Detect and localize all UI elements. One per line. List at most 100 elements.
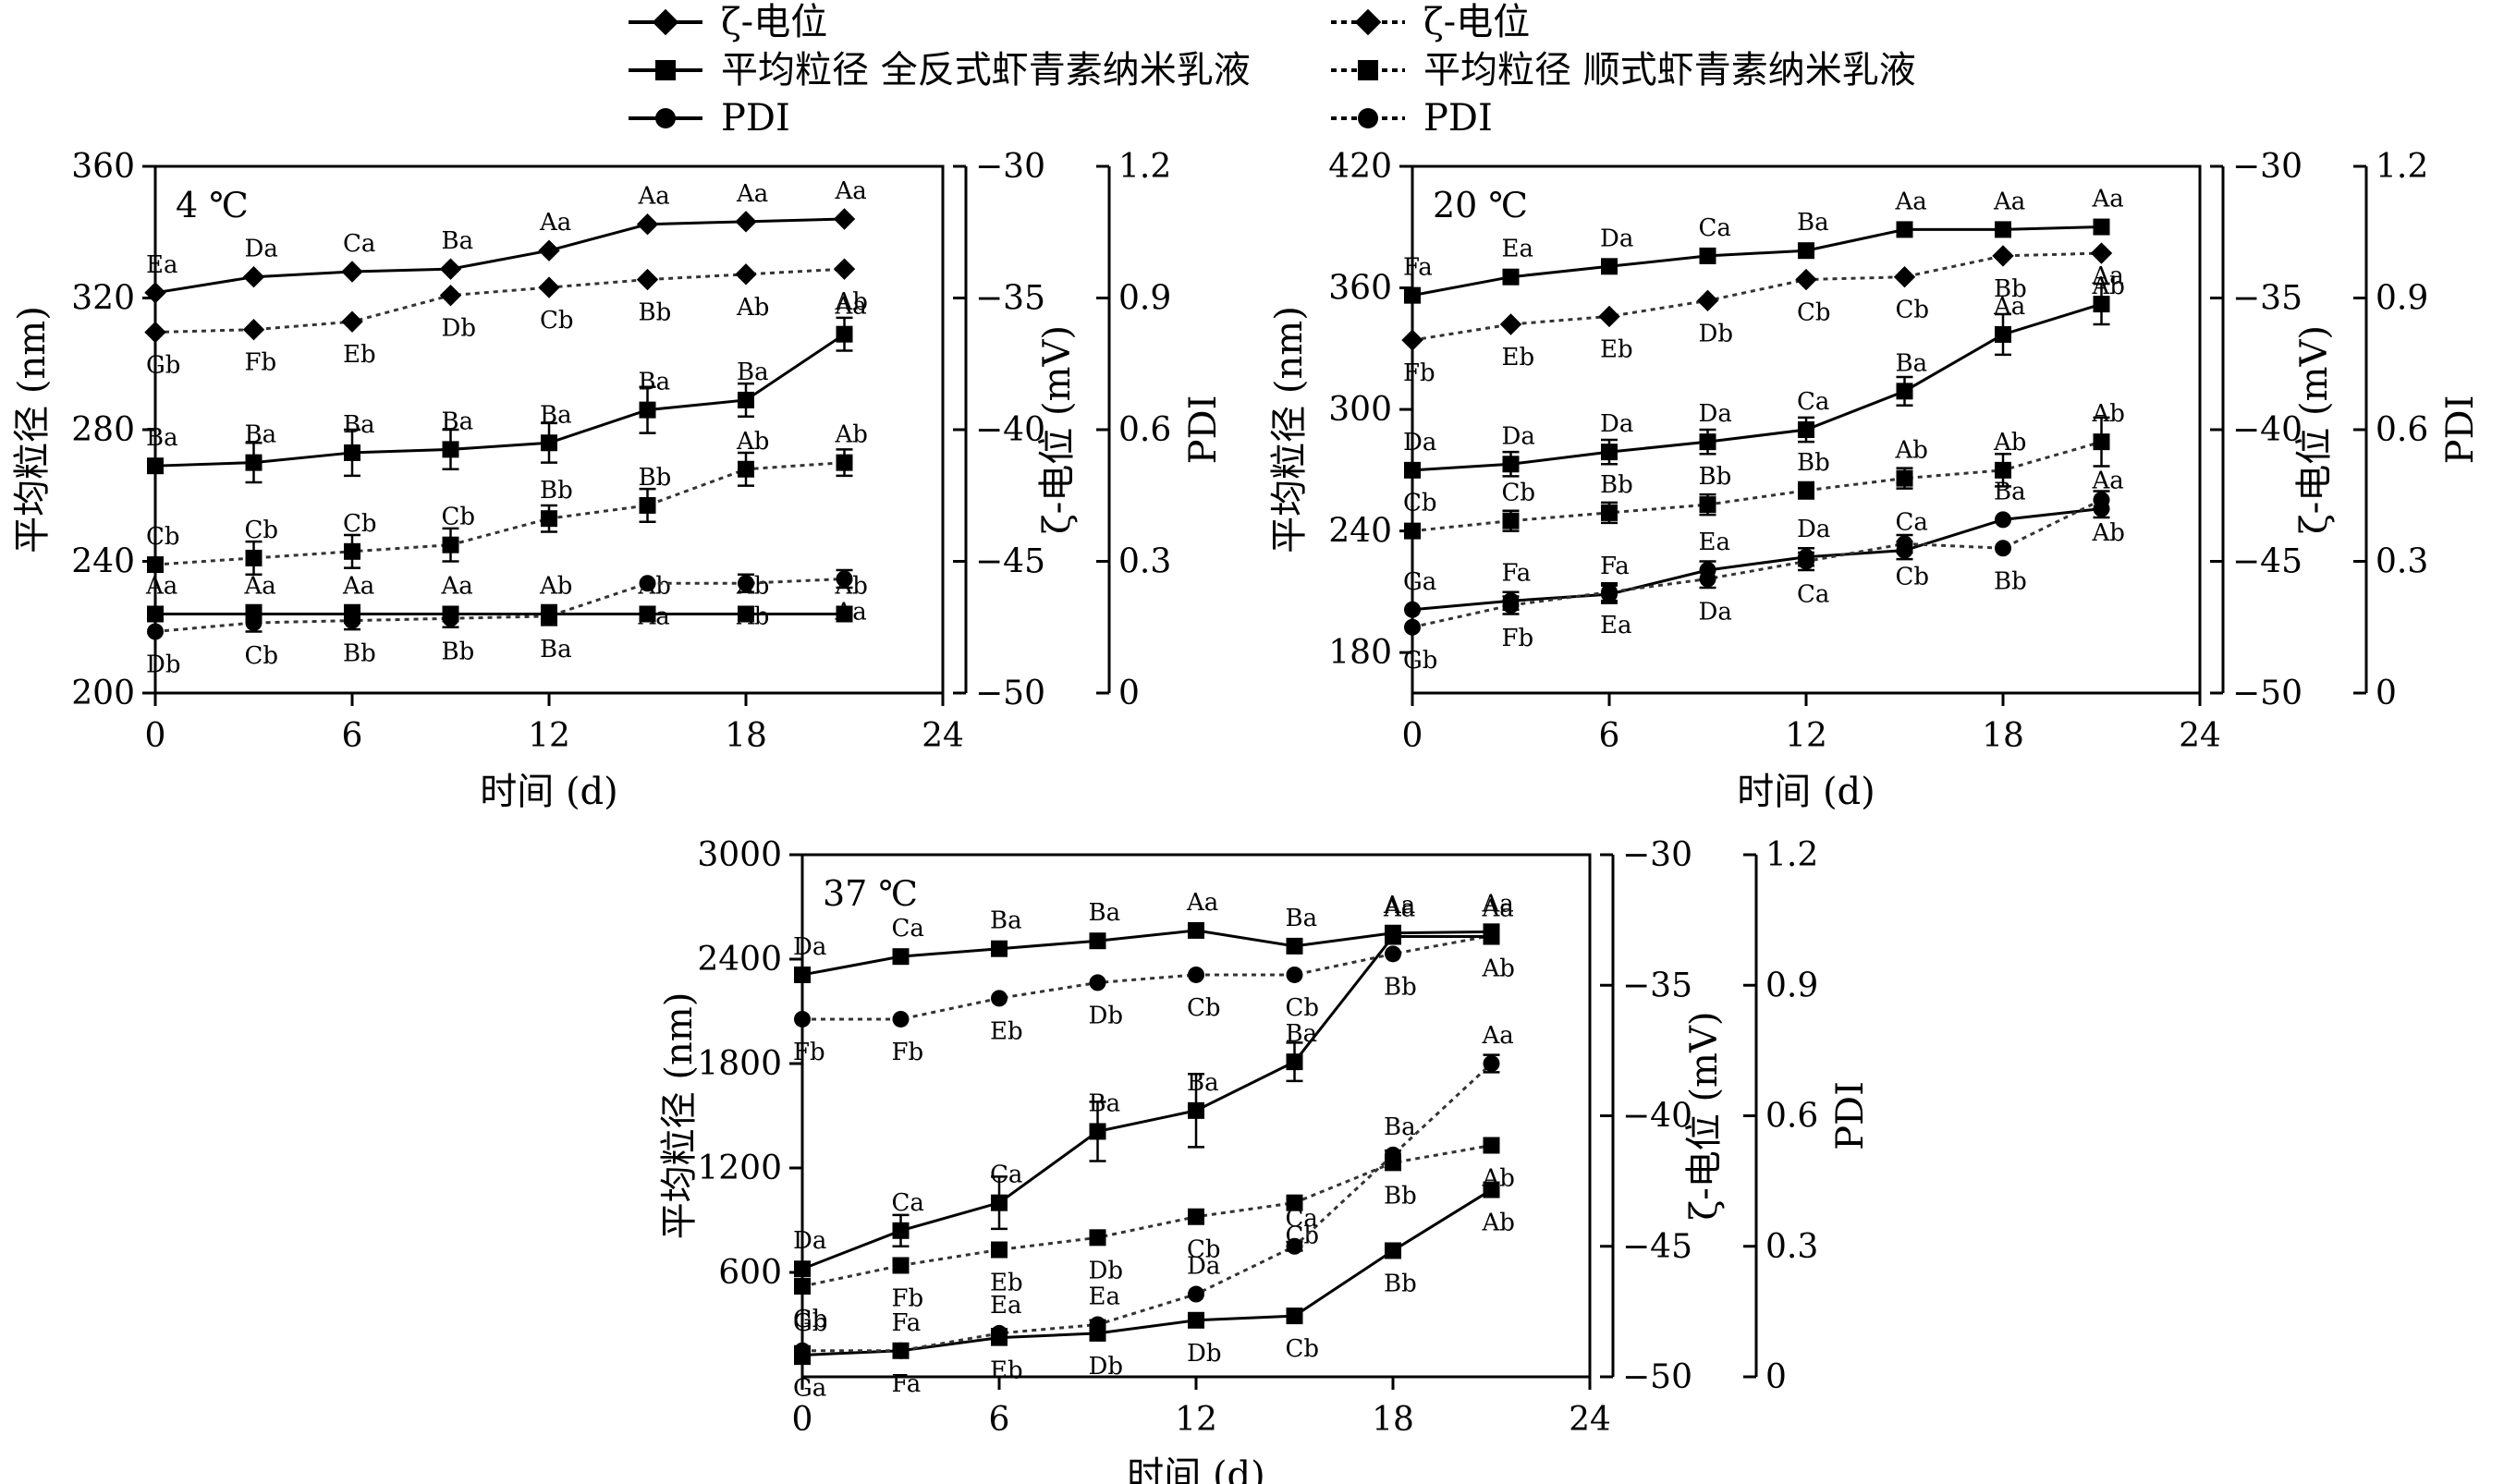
significance-label: Ga <box>793 1374 826 1402</box>
data-point <box>242 319 265 341</box>
series-line <box>1411 507 2102 612</box>
data-point <box>991 1241 1008 1259</box>
data-point <box>636 268 659 291</box>
significance-label: Ab <box>2092 400 2125 428</box>
y-tick-label: 300 <box>1328 391 1392 429</box>
data-point <box>833 208 856 230</box>
data-point <box>1699 433 1716 451</box>
data-point <box>1995 540 2011 557</box>
data-point <box>1502 456 1520 473</box>
significance-label: Bb <box>442 638 475 665</box>
significance-label: Ba <box>540 401 572 429</box>
series-line <box>154 333 846 468</box>
significance-label: Aa <box>2092 262 2124 290</box>
significance-label: Ba <box>639 369 671 396</box>
significance-label: Aa <box>441 573 473 601</box>
data-point <box>341 261 363 283</box>
significance-label: Bb <box>639 464 672 492</box>
data-point <box>836 325 853 343</box>
data-point <box>442 441 459 458</box>
y-tick-label: 280 <box>71 411 135 449</box>
x-tick-label: 12 <box>1175 1401 1217 1439</box>
significance-label: Ca <box>1286 1205 1318 1233</box>
x-tick-label: 18 <box>1982 717 2024 755</box>
significance-label: Gb <box>793 1306 827 1333</box>
significance-label: Fa <box>1502 559 1532 587</box>
data-point <box>1089 974 1106 991</box>
significance-label: Ca <box>1699 214 1731 242</box>
data-point <box>242 266 265 288</box>
zeta-axis-title: ζ-电位 (mV) <box>1683 1012 1726 1221</box>
data-point <box>1502 512 1520 529</box>
significance-label: Cb <box>1797 299 1831 327</box>
series-line <box>154 461 845 566</box>
data-point <box>1401 329 1423 351</box>
data-point <box>1089 932 1106 950</box>
series-line <box>801 935 1492 1271</box>
data-point <box>2093 433 2110 451</box>
x-tick-label: 18 <box>725 717 767 755</box>
data-point <box>892 1342 910 1359</box>
significance-label: Aa <box>2092 186 2124 213</box>
significance-label: Eb <box>990 1357 1023 1385</box>
significance-label: Cb <box>1286 1335 1320 1363</box>
significance-label: Aa <box>835 177 867 205</box>
significance-label: Bb <box>1797 449 1830 477</box>
data-point <box>344 542 360 560</box>
significance-label: Ea <box>1600 612 1631 639</box>
y-axis-title: 平均粒径 (nm) <box>658 992 701 1240</box>
data-point <box>1404 601 1421 618</box>
data-point <box>991 990 1008 1007</box>
pdi-tick-label: 0.9 <box>1765 967 1818 1004</box>
data-point <box>794 1278 811 1295</box>
significance-label: Eb <box>990 1017 1023 1045</box>
data-point <box>1188 921 1204 939</box>
significance-label: Cb <box>245 642 279 670</box>
significance-label: Ba <box>540 636 572 663</box>
data-point <box>2090 242 2113 264</box>
significance-label: Fb <box>1502 625 1534 652</box>
significance-label: Cb <box>1187 994 1221 1022</box>
legend-diamond-marker <box>652 8 679 36</box>
zeta-tick-label: −30 <box>1622 836 1692 874</box>
significance-label: Da <box>1699 400 1732 428</box>
data-point <box>1896 469 1913 487</box>
significance-label: Cb <box>343 510 377 538</box>
zeta-axis-title: ζ-电位 (mV) <box>1036 325 1079 534</box>
data-point <box>639 401 656 419</box>
y-tick-label: 3000 <box>697 836 782 874</box>
data-point <box>1483 928 1500 945</box>
significance-label: Ca <box>892 915 924 943</box>
x-axis-title: 时间 (d) <box>1127 1454 1265 1484</box>
significance-label: Ba <box>1187 1069 1219 1097</box>
significance-label: Ab <box>736 428 769 456</box>
x-tick-label: 6 <box>1599 717 1620 755</box>
data-point <box>439 284 462 307</box>
data-point <box>442 536 459 553</box>
data-point <box>147 623 164 640</box>
data-point <box>1286 1194 1303 1211</box>
significance-label: Aa <box>1482 890 1514 918</box>
significance-label: Fa <box>1403 254 1433 282</box>
data-point <box>1286 1237 1303 1255</box>
significance-label: Cb <box>245 517 279 544</box>
data-point <box>344 444 360 461</box>
significance-label: Ea <box>1089 1283 1120 1311</box>
significance-label: Aa <box>1383 895 1415 923</box>
significance-label: Ba <box>343 411 375 439</box>
data-point <box>1286 1308 1303 1325</box>
pdi-tick-label: 0.3 <box>1118 543 1171 581</box>
significance-label: Ca <box>892 1189 924 1217</box>
data-point <box>892 1222 910 1239</box>
significance-label: Da <box>1600 410 1633 438</box>
data-point <box>1798 421 1814 438</box>
data-point <box>541 510 557 528</box>
significance-label: Eb <box>1600 335 1633 363</box>
significance-label: Da <box>793 933 826 961</box>
data-point <box>1188 1101 1204 1119</box>
significance-label: Ea <box>1699 529 1730 556</box>
data-point <box>147 556 164 574</box>
legend-circle-marker <box>1358 108 1378 128</box>
y-tick-label: 360 <box>71 148 135 186</box>
